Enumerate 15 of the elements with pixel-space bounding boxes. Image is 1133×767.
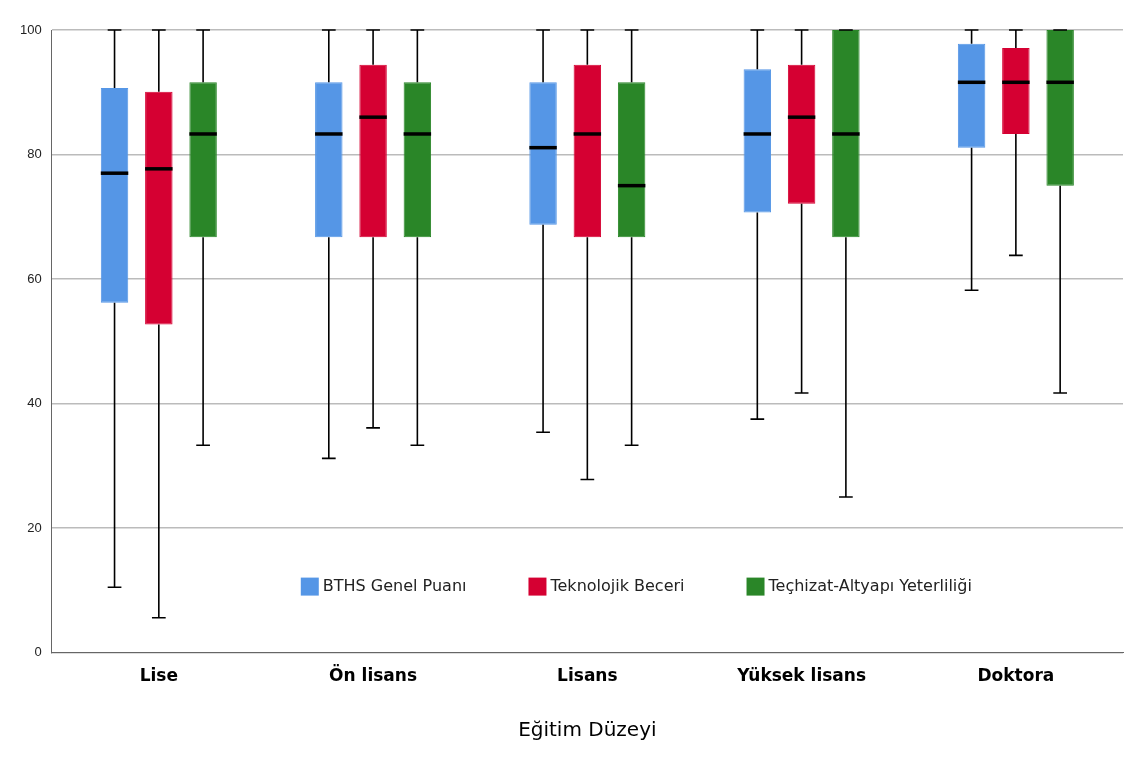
y-tick-label: 80 — [27, 146, 42, 162]
x-tick-label: Ön lisans — [329, 664, 418, 686]
y-tick-label: 60 — [27, 270, 42, 286]
x-axis-title: Eğitim Düzeyi — [518, 717, 657, 742]
legend-label: BTHS Genel Puanı — [322, 575, 467, 595]
y-tick-label: 0 — [34, 644, 42, 660]
y-tick-label: 40 — [27, 395, 42, 411]
y-tick-label: 20 — [27, 519, 42, 535]
x-tick-label: Yüksek lisans — [736, 665, 867, 686]
legend-label: Teknolojik Beceri — [549, 575, 685, 595]
x-tick-label: Lisans — [557, 665, 618, 686]
legend-label: Teçhizat-Altyapı Yeterliliği — [767, 575, 972, 595]
x-tick-label: Doktora — [977, 665, 1055, 686]
y-tick-label: 100 — [19, 21, 42, 37]
x-tick-label: Lise — [139, 665, 178, 686]
